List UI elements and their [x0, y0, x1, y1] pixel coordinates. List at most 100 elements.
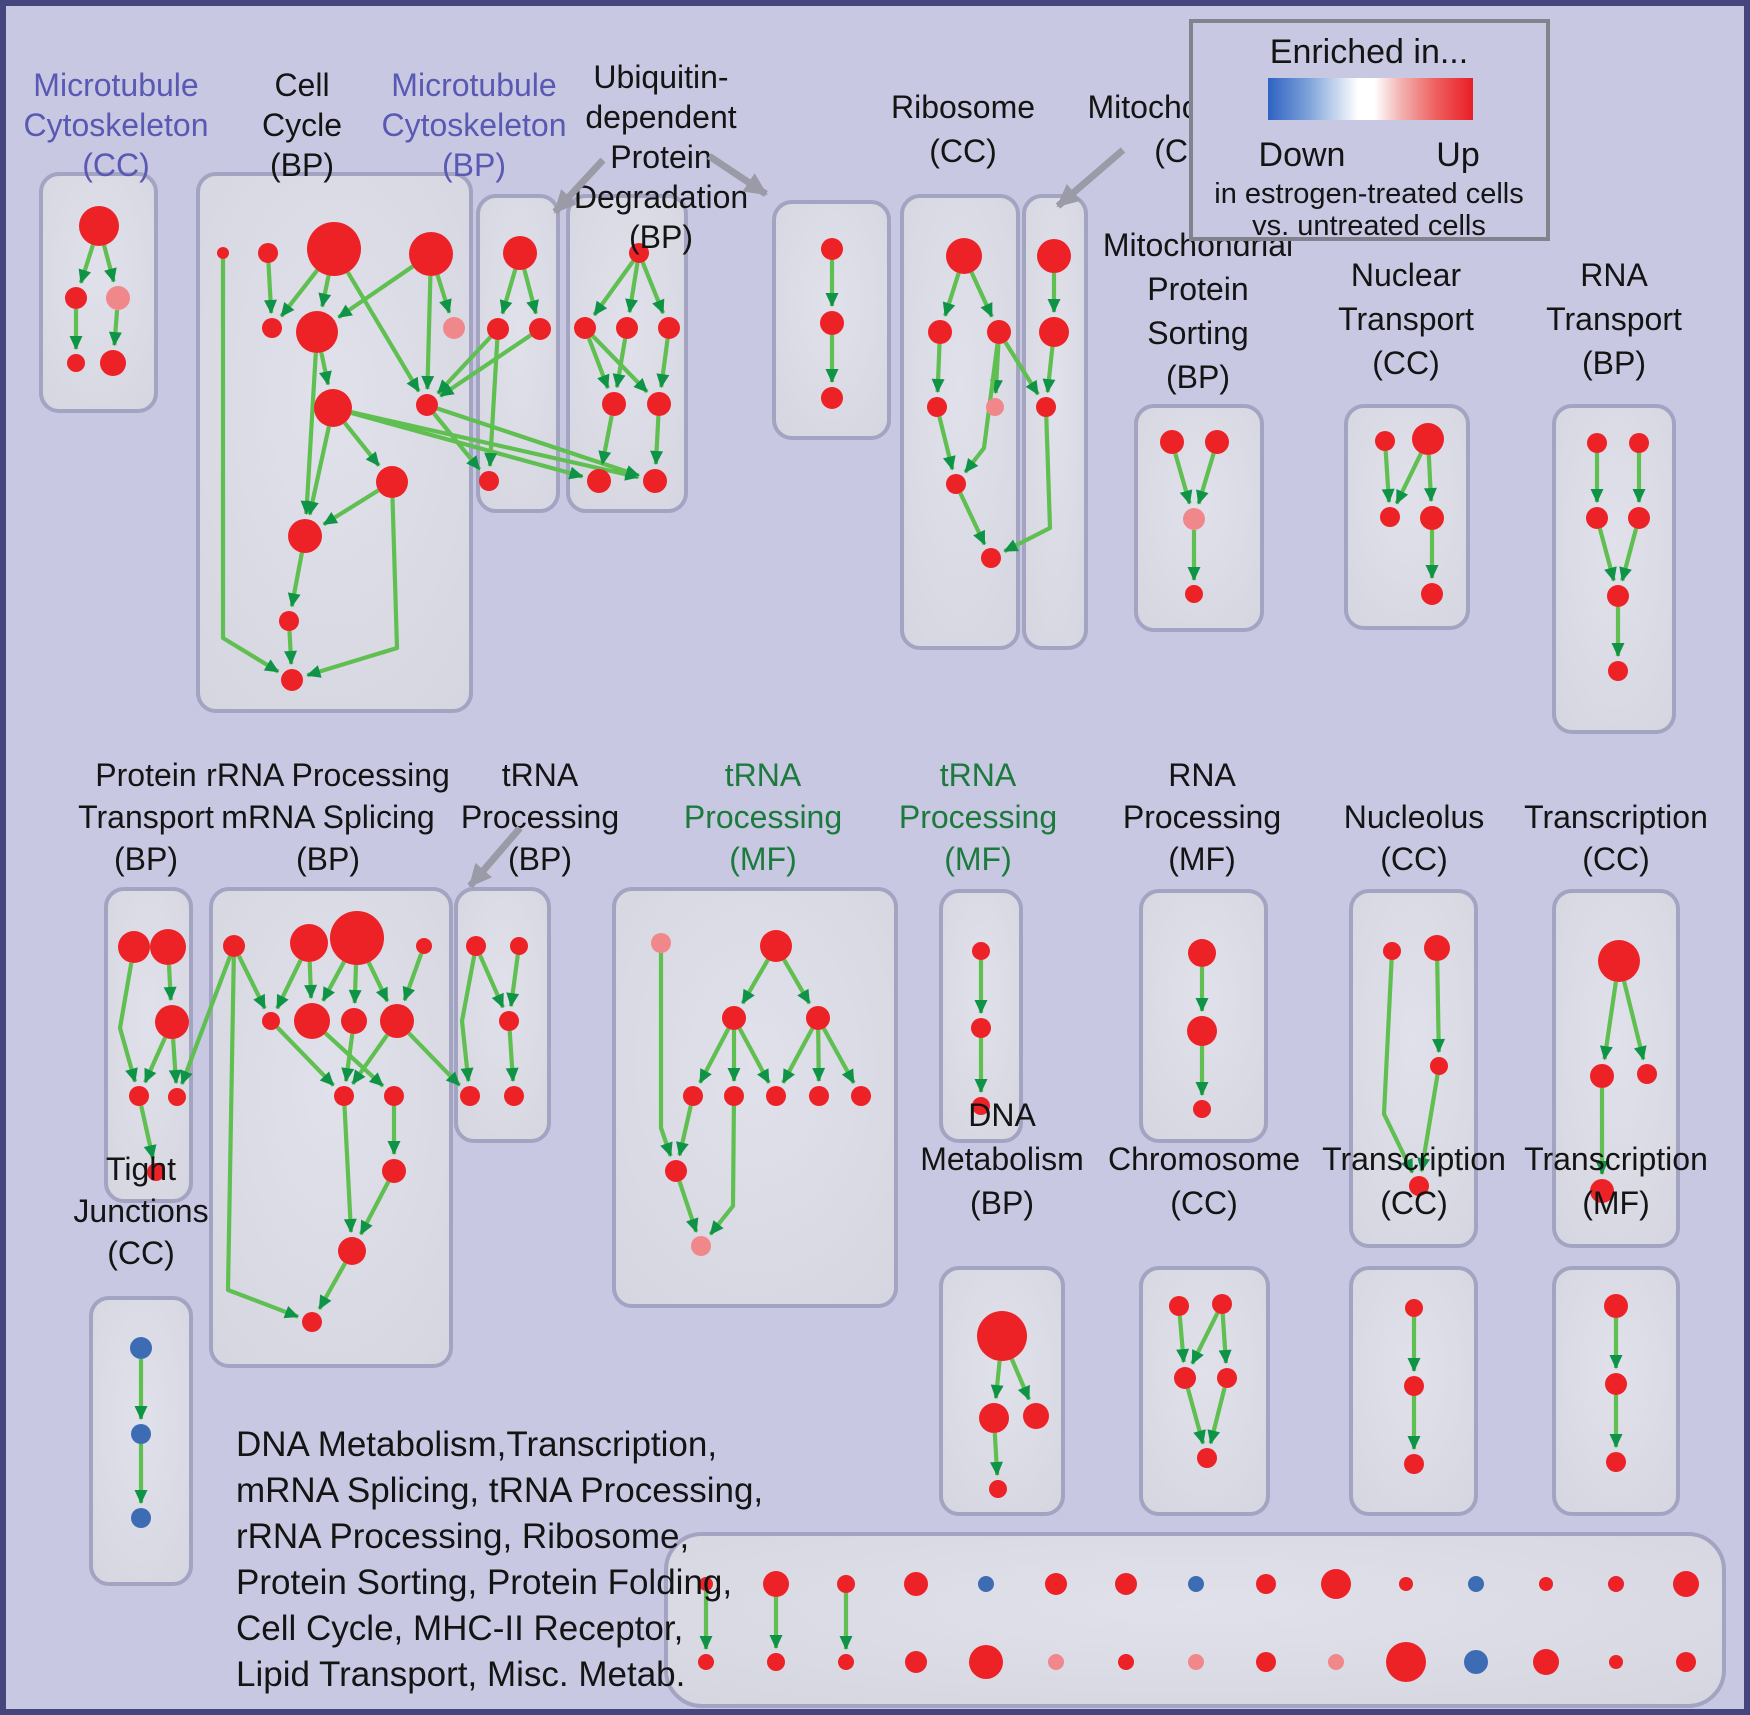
hierarchy-edge — [963, 343, 1000, 474]
cluster-label-18: Chromosome (CC) — [1108, 1141, 1300, 1221]
go-term-node-red — [1598, 940, 1640, 982]
hierarchy-edge — [323, 1031, 385, 1088]
go-term-node-red — [1629, 433, 1649, 453]
go-term-node-red — [946, 238, 982, 274]
hierarchy-edge — [318, 275, 332, 308]
hierarchy-edge — [264, 262, 277, 314]
go-term-node-red — [1174, 1367, 1196, 1389]
cluster-box-microtubule-cc — [39, 172, 158, 413]
go-term-node-red — [416, 938, 432, 954]
go-term-node-red — [281, 669, 303, 691]
go-term-node-red — [262, 318, 282, 338]
go-term-node-red — [658, 317, 680, 339]
hierarchy-edge — [319, 352, 332, 386]
go-term-node-red — [479, 471, 499, 491]
go-term-node-red — [100, 350, 126, 376]
strip-node-bottom-4 — [905, 1651, 927, 1673]
hierarchy-edge — [279, 268, 319, 318]
hierarchy-edge — [698, 1027, 731, 1084]
go-term-node-red — [487, 318, 509, 340]
cluster-label-19: Transcription (CC) — [1322, 1141, 1506, 1221]
go-term-node-red — [65, 287, 87, 309]
hierarchy-edge — [139, 1105, 157, 1160]
hierarchy-edge — [350, 410, 584, 480]
hierarchy-edge — [676, 1105, 693, 1157]
hierarchy-edge — [358, 1180, 391, 1236]
go-term-node-red — [665, 1160, 687, 1182]
go-term-node-red — [981, 548, 1001, 568]
go-term-node-red — [67, 354, 85, 372]
hierarchy-edge — [284, 630, 298, 665]
hierarchy-edge — [275, 1025, 336, 1087]
strip-node-bottom-11 — [1386, 1642, 1426, 1682]
go-term-node-red — [972, 942, 990, 960]
hierarchy-edge — [432, 412, 482, 471]
go-term-node-red — [262, 1012, 280, 1030]
cluster-box-transcription-cc-a — [1552, 889, 1680, 1248]
go-term-node-red — [629, 243, 649, 263]
go-term-node-blue — [131, 1508, 151, 1528]
go-term-node-red — [927, 397, 947, 417]
go-term-node-red — [1404, 1376, 1424, 1396]
hierarchy-edge — [402, 952, 424, 1002]
hierarchy-edge — [1597, 528, 1617, 582]
go-term-node-red — [821, 238, 843, 260]
label-pointer-arrow — [707, 153, 768, 197]
go-term-node-red — [1608, 661, 1628, 681]
go-term-node-red — [1037, 239, 1071, 273]
cluster-label-2: Microtubule Cytoskeleton (BP) — [382, 67, 567, 183]
go-term-node-red — [574, 317, 596, 339]
cluster-label-20: Transcription (MF) — [1524, 1141, 1708, 1221]
cluster-label-10: rRNA Processing mRNA Splicing (BP) — [206, 757, 450, 877]
go-term-node-red — [529, 318, 551, 340]
cluster-label-14: RNA Processing (MF) — [1123, 757, 1281, 877]
hierarchy-edge — [990, 1360, 1004, 1400]
go-term-node-red — [290, 924, 328, 962]
strip-node-top-2 — [763, 1571, 789, 1597]
hierarchy-edge — [1003, 341, 1040, 396]
go-term-node-red — [1036, 397, 1056, 417]
strip-node-top-8 — [1188, 1576, 1204, 1592]
hierarchy-edge — [931, 343, 945, 393]
hierarchy-edge — [821, 1027, 856, 1084]
hierarchy-edge — [1381, 450, 1395, 503]
cluster-box-dna-metabolism-bp — [939, 1266, 1065, 1516]
strip-node-bottom-7 — [1118, 1654, 1134, 1670]
go-term-node-red — [1424, 935, 1450, 961]
hierarchy-edge — [322, 488, 380, 527]
go-term-node-red — [1628, 507, 1650, 529]
hierarchy-edge — [1173, 452, 1193, 505]
hierarchy-edge — [1190, 1311, 1220, 1365]
go-term-node-red — [258, 243, 278, 263]
hierarchy-edge — [220, 259, 280, 674]
legend-title: Enriched in... — [1270, 33, 1468, 71]
go-term-node-red — [928, 320, 952, 344]
hierarchy-edge — [342, 1105, 357, 1233]
hierarchy-edge — [102, 244, 117, 283]
strip-node-bottom-3 — [838, 1654, 854, 1670]
go-term-node-red — [821, 387, 843, 409]
go-term-node-red — [647, 392, 671, 416]
hierarchy-edge — [1432, 960, 1446, 1053]
strip-node-bottom-1 — [698, 1654, 714, 1670]
strip-node-top-7 — [1115, 1573, 1137, 1595]
hierarchy-edge — [650, 415, 664, 465]
hierarchy-edge — [351, 410, 640, 481]
go-term-node-pink — [986, 398, 1004, 416]
go-term-node-red — [382, 1159, 406, 1183]
hierarchy-edge — [287, 552, 304, 608]
hierarchy-edge — [708, 1105, 736, 1236]
go-term-node-red — [820, 311, 844, 335]
go-term-node-red — [1586, 507, 1608, 529]
go-term-node-red — [223, 935, 245, 957]
go-term-node-red — [1197, 1448, 1217, 1468]
go-term-node-red — [1605, 1373, 1627, 1395]
hierarchy-edge — [781, 1027, 815, 1084]
go-term-node-red — [376, 466, 408, 498]
hierarchy-edge — [640, 261, 666, 315]
go-term-node-red — [809, 1086, 829, 1106]
go-term-node-red — [616, 317, 638, 339]
go-term-node-red — [129, 1086, 149, 1106]
hierarchy-edge — [421, 275, 435, 390]
go-term-node-blue — [131, 1424, 151, 1444]
